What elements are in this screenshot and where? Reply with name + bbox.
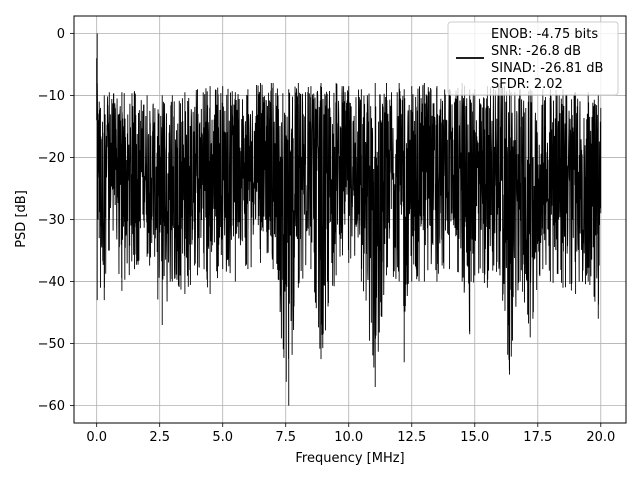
legend-snr: SNR: -26.8 dB (491, 44, 581, 59)
data-layer (96, 33, 602, 406)
x-axis-label: Frequency [MHz] (295, 451, 404, 466)
legend-sinad: SINAD: -26.81 dB (491, 61, 603, 76)
x-tick-label: 12.5 (397, 430, 426, 445)
y-axis-label: PSD [dB] (14, 190, 29, 248)
y-tick-label: 0 (57, 27, 65, 42)
x-tick-label: 15.0 (460, 430, 489, 445)
x-tick-label: 0.0 (86, 430, 107, 445)
legend-enob: ENOB: -4.75 bits (491, 27, 598, 42)
x-tick-label: 17.5 (523, 430, 552, 445)
legend-sfdr: SFDR: 2.02 (491, 77, 563, 92)
tick-layer: 0.0 2.5 5.0 7.5 10.0 12.5 15.0 17.5 20.0 0 −10 −20 −… (38, 27, 616, 445)
legend-box (447, 21, 619, 96)
y-tick-label: −20 (38, 151, 65, 166)
y-tick-label: −40 (38, 275, 65, 290)
y-tick-label: −10 (38, 89, 65, 104)
x-tick-label: 5.0 (212, 430, 233, 445)
y-tick-label: −50 (38, 337, 65, 352)
x-tick-label: 20.0 (586, 430, 615, 445)
x-tick-label: 10.0 (334, 430, 363, 445)
y-tick-label: −30 (38, 213, 65, 228)
legend: ENOB: -4.75 bits SNR: -26.8 dB SINAD: -2… (447, 21, 619, 96)
x-tick-label: 7.5 (275, 430, 296, 445)
y-tick-label: −60 (38, 399, 65, 414)
psd-line (96, 33, 602, 406)
x-tick-label: 2.5 (149, 430, 170, 445)
